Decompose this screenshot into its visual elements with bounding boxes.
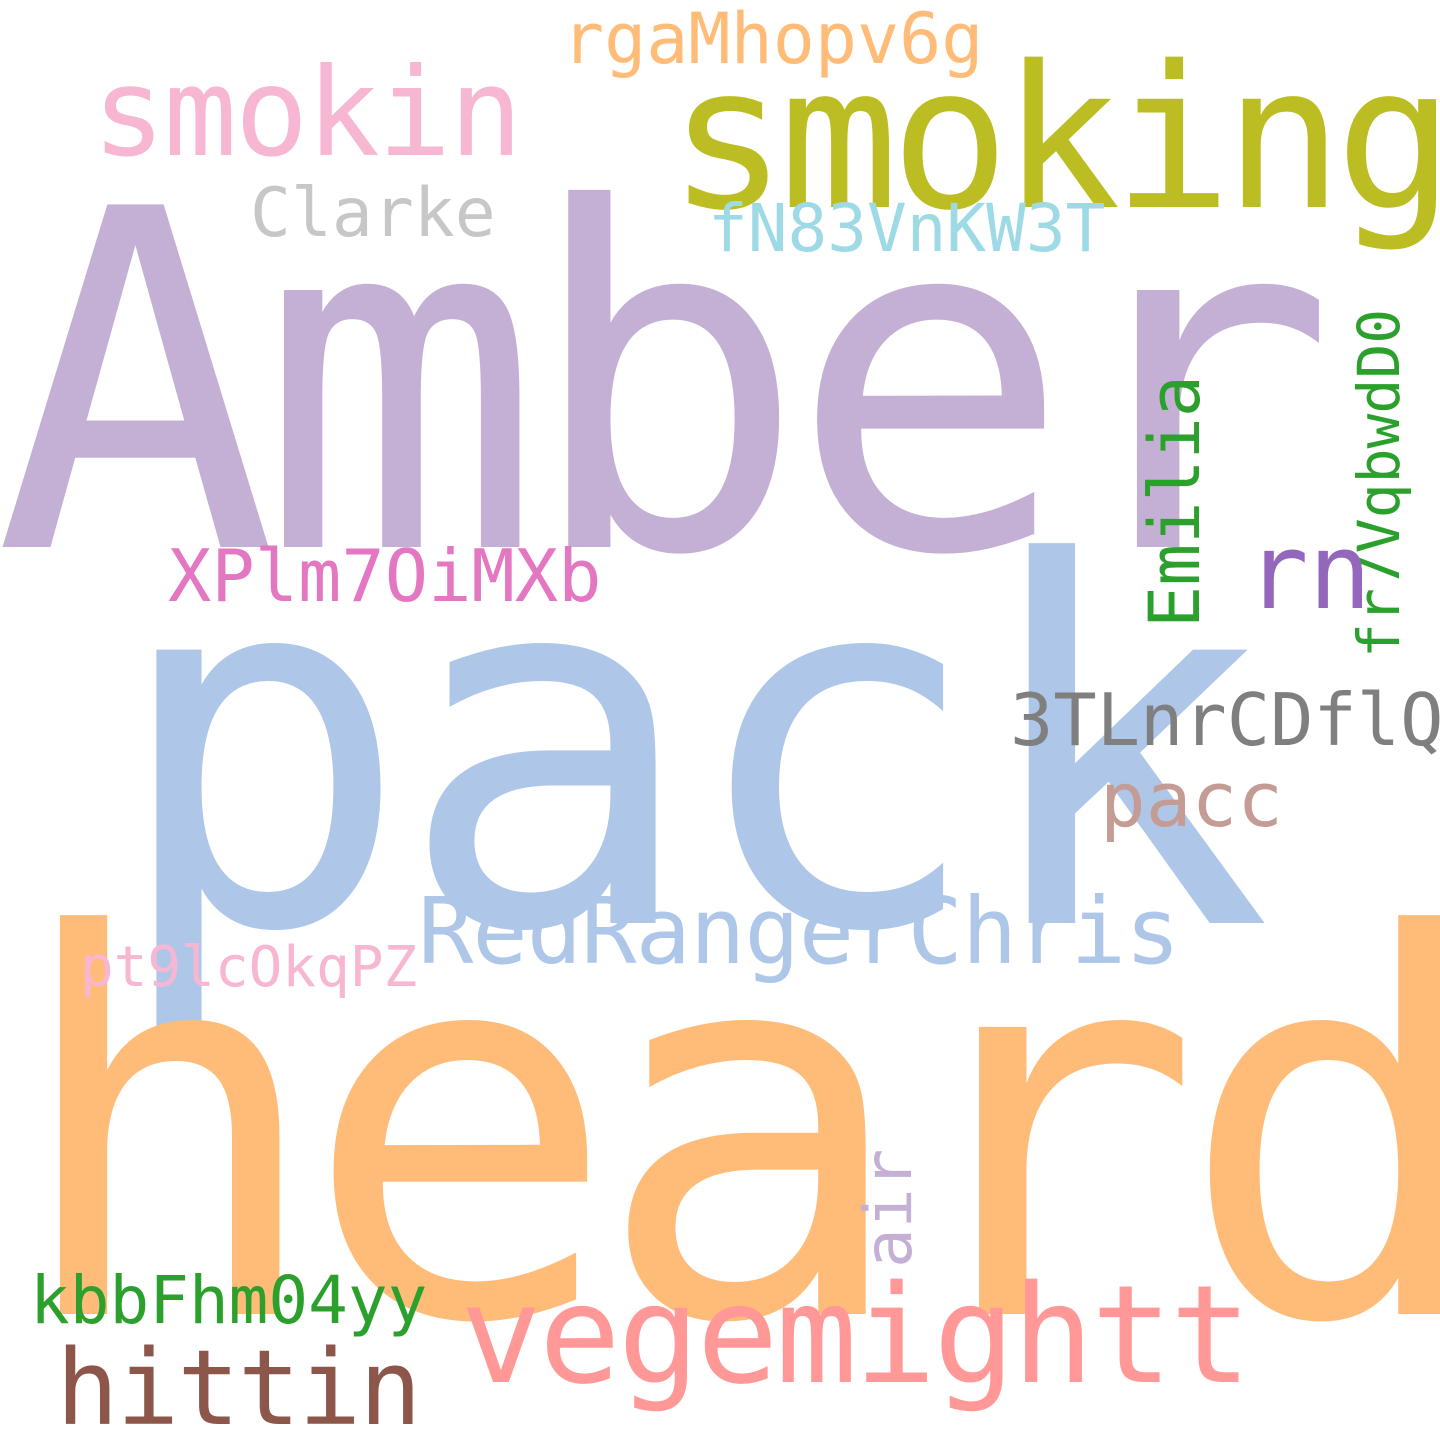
word-XPlm7OiMXb: XPlm7OiMXb <box>168 534 602 618</box>
word-rn: rn <box>1246 511 1372 633</box>
word-pt9lcOkqPZ: pt9lcOkqPZ <box>80 935 418 1000</box>
word-3TLnrCDflQ: 3TLnrCDflQ <box>1010 678 1440 762</box>
word-pacc: pacc <box>1100 755 1284 844</box>
word-air: air <box>850 1148 927 1268</box>
word-vegemightt: vegemightt <box>460 1257 1252 1415</box>
word-clarke: Clarke <box>250 174 496 253</box>
word-pack: pack <box>110 459 1272 1041</box>
word-RedRangerChris: RedRangerChris <box>418 878 1180 985</box>
word-heard: heard <box>10 827 1440 1438</box>
word-emilia: Emilia <box>1134 375 1216 628</box>
word-fN83VnKW3T: fN83VnKW3T <box>708 190 1106 267</box>
word-rgaMhopv6g: rgaMhopv6g <box>562 0 984 80</box>
word-smokin: smokin <box>92 42 523 184</box>
word-kbbFhm04yy: kbbFhm04yy <box>30 1262 428 1339</box>
word-hittin: hittin <box>56 1327 422 1440</box>
word-smoking: smoking <box>668 23 1440 254</box>
word-amber: Amber <box>0 111 1337 658</box>
